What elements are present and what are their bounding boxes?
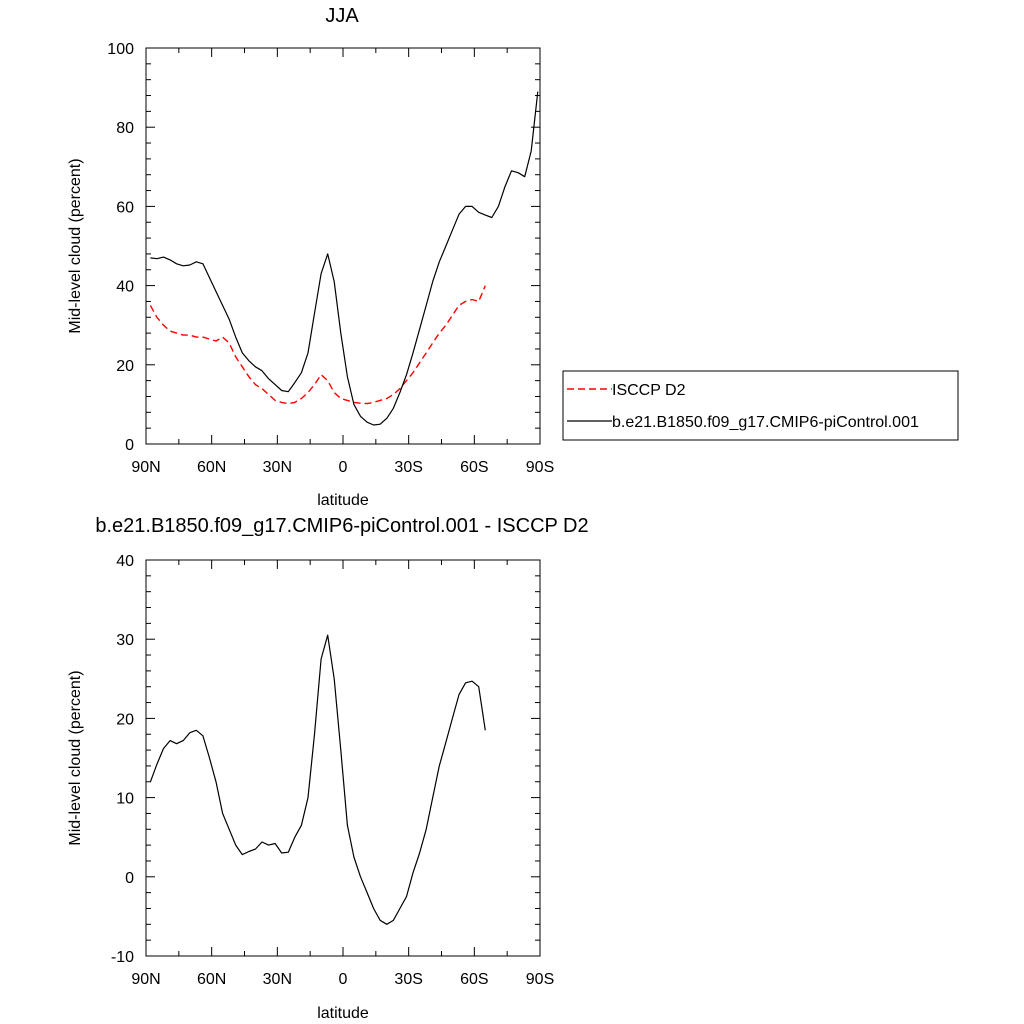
x-tick-label: 90S xyxy=(526,459,554,476)
y-tick-label: 0 xyxy=(125,437,134,454)
y-tick-label: 40 xyxy=(116,553,134,570)
legend-entry-isccp: ISCCP D2 xyxy=(612,382,686,399)
chart-panel-top: JJA 90N 60N 30N 0 30S 60S 90S 0 20 40 60 80 100 lat… xyxy=(67,5,959,509)
x-tick-label: 0 xyxy=(339,459,348,476)
series-layer xyxy=(149,91,539,426)
plot-frame xyxy=(145,47,541,445)
x-axis-label: latitude xyxy=(317,492,369,509)
y-tick-label: 100 xyxy=(107,41,134,58)
legend: ISCCP D2 b.e21.B1850.f09_g17.CMIP6-piCon… xyxy=(562,370,959,441)
x-axis: 90N 60N 30N 0 30S 60S 90S xyxy=(131,560,554,988)
chart-title: b.e21.B1850.f09_g17.CMIP6-piControl.001 … xyxy=(95,515,588,537)
x-tick-label: 90N xyxy=(131,971,160,988)
y-tick-label: 30 xyxy=(116,632,134,649)
y-tick-label: 20 xyxy=(116,358,134,375)
x-tick-label: 30N xyxy=(263,459,292,476)
x-tick-label: 90N xyxy=(131,459,160,476)
chart-title: JJA xyxy=(325,5,359,27)
x-tick-label: 60S xyxy=(460,459,488,476)
series-line-1 xyxy=(149,634,486,925)
series-layer xyxy=(149,634,486,925)
legend-box xyxy=(562,370,959,441)
y-tick-label: 20 xyxy=(116,711,134,728)
x-tick-label: 30S xyxy=(394,459,422,476)
y-tick-label: 40 xyxy=(116,279,134,296)
series-line-1 xyxy=(149,285,486,405)
x-tick-label: 60N xyxy=(197,971,226,988)
y-tick-label: -10 xyxy=(111,949,134,966)
x-tick-label: 90S xyxy=(526,971,554,988)
x-tick-label: 60S xyxy=(460,971,488,988)
y-tick-label: 10 xyxy=(116,791,134,808)
x-axis: 90N 60N 30N 0 30S 60S 90S xyxy=(131,48,554,476)
chart-panel-bottom: b.e21.B1850.f09_g17.CMIP6-piControl.001 … xyxy=(67,515,589,1022)
x-tick-label: 30S xyxy=(394,971,422,988)
y-axis: 0 20 40 60 80 100 xyxy=(107,41,540,454)
x-tick-label: 30N xyxy=(263,971,292,988)
y-tick-label: 0 xyxy=(125,870,134,887)
legend-entry-model: b.e21.B1850.f09_g17.CMIP6-piControl.001 xyxy=(612,414,919,431)
y-tick-label: 60 xyxy=(116,199,134,216)
series-line-2 xyxy=(150,91,539,426)
x-tick-label: 60N xyxy=(197,459,226,476)
x-axis-label: latitude xyxy=(317,1005,369,1022)
plot-frame xyxy=(145,559,541,957)
y-axis: -10 0 10 20 30 40 xyxy=(111,553,540,966)
y-axis-label: Mid-level cloud (percent) xyxy=(67,158,84,333)
y-tick-label: 80 xyxy=(116,120,134,137)
y-axis-label: Mid-level cloud (percent) xyxy=(67,670,84,845)
x-tick-label: 0 xyxy=(339,971,348,988)
